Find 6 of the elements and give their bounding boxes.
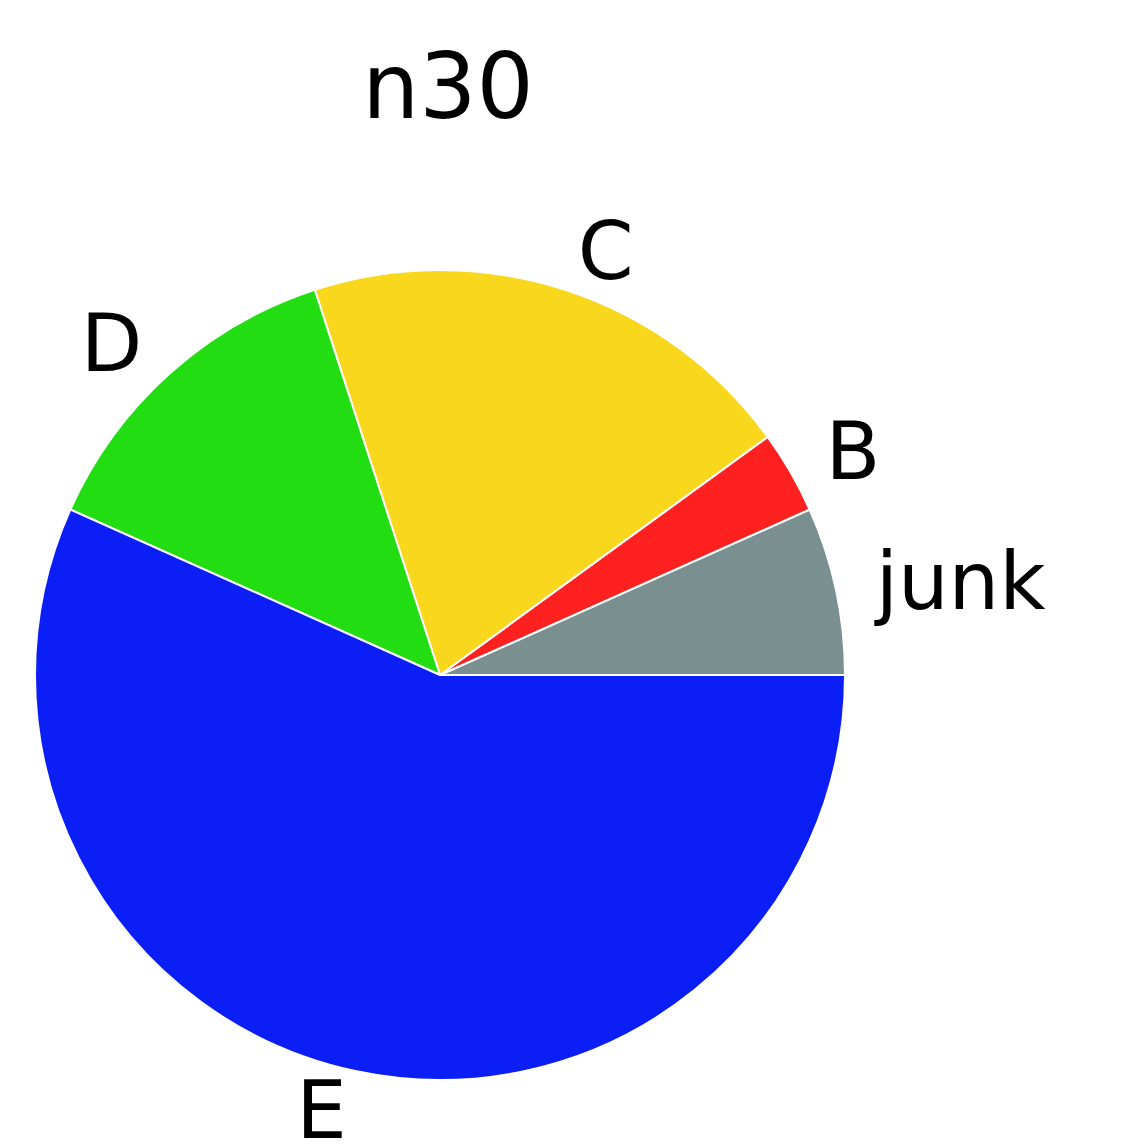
slice-label: E: [296, 1064, 347, 1146]
slice-label: C: [577, 204, 634, 298]
chart-title: n30: [362, 34, 534, 139]
slice-label: D: [80, 297, 143, 391]
slice-label: junk: [873, 535, 1047, 629]
slice-label: B: [825, 405, 881, 499]
